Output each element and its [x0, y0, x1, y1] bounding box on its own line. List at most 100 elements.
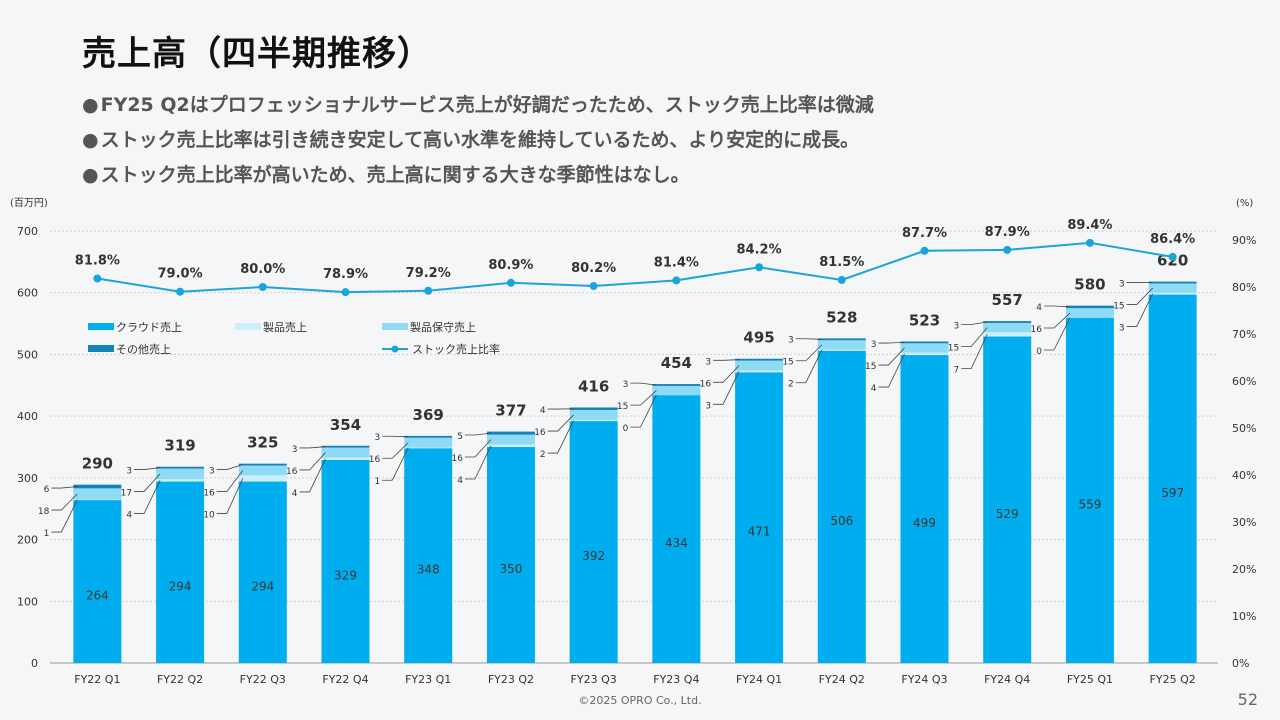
bullet-mark: ●: [82, 164, 99, 186]
data-label-small: 16: [534, 428, 546, 438]
bar-segment-4: [156, 466, 205, 469]
x-tick-label: FY23 Q4: [653, 673, 699, 686]
leader-line: [713, 371, 740, 405]
line-point: [176, 287, 185, 296]
legend-label: その他売上: [116, 343, 171, 356]
leader-line: [216, 478, 244, 514]
legend-swatch: [235, 323, 261, 330]
bar-segment-1: [1148, 294, 1197, 663]
bar-segment-3: [1148, 283, 1197, 293]
leader-line: [134, 473, 161, 492]
bar-segment-4: [238, 463, 287, 466]
data-label-total: 495: [743, 329, 774, 347]
data-label-total: 369: [413, 406, 444, 424]
line-data-label: 80.2%: [571, 261, 616, 276]
y-tick-label-left: 400: [17, 410, 38, 423]
leader-line: [878, 347, 905, 366]
legend-label: 製品売上: [263, 320, 307, 334]
leader-line: [464, 445, 492, 480]
page-title: 売上高（四半期推移）: [82, 34, 432, 74]
bar-segment-2: [983, 332, 1032, 337]
data-label-small: 2: [540, 450, 546, 460]
data-label-small: 1: [44, 529, 50, 539]
data-label-small: 15: [865, 362, 876, 372]
data-label-small: 3: [871, 340, 877, 350]
leader-line: [961, 321, 988, 325]
y-tick-label-left: 100: [17, 595, 38, 608]
data-label-small: 15: [1113, 302, 1124, 312]
y-tick-label-left: 0: [31, 657, 38, 670]
data-label-small: 3: [623, 380, 629, 390]
bar-segment-3: [156, 468, 205, 480]
line-data-label: 81.8%: [75, 254, 120, 269]
data-label-small: 16: [451, 454, 463, 464]
data-label-small: 3: [126, 467, 132, 477]
y-tick-label-left: 200: [17, 534, 38, 547]
bullet-item: ● FY25 Q2はプロフェッショナルサービス売上が好調だったため、ストック売上比…: [82, 90, 874, 125]
line-point: [424, 286, 433, 295]
bar-segment-2: [404, 447, 453, 449]
bullet-list: ● FY25 Q2はプロフェッショナルサービス売上が好調だったため、ストック売上比…: [82, 90, 874, 195]
line-data-label: 87.9%: [985, 225, 1030, 240]
bar-segment-4: [1065, 305, 1114, 309]
data-label-cloud: 294: [251, 579, 274, 593]
bar-segment-1: [1065, 318, 1114, 663]
leader-line: [713, 365, 740, 383]
data-label-total: 354: [330, 416, 361, 434]
data-label-cloud: 434: [665, 536, 688, 550]
data-label-cloud: 471: [748, 525, 771, 539]
line-point: [341, 288, 350, 297]
data-label-small: 3: [292, 445, 298, 455]
data-label-small: 3: [788, 336, 794, 346]
data-label-cloud: 264: [86, 589, 109, 603]
line-point: [93, 274, 102, 283]
leader-line: [547, 420, 575, 454]
data-label-total: 528: [826, 308, 857, 326]
data-label-small: 18: [38, 507, 50, 517]
page-number: 52: [1237, 690, 1258, 709]
line-data-label: 78.9%: [323, 267, 368, 282]
bar-segment-1: [73, 500, 122, 663]
data-label-cloud: 529: [996, 507, 1019, 521]
leader-line: [464, 432, 491, 436]
data-label-small: 10: [203, 511, 215, 521]
y-tick-label-right: 70%: [1232, 328, 1256, 341]
legend-label: 製品保守売上: [410, 320, 476, 334]
y-tick-label-right: 60%: [1232, 375, 1256, 388]
bar-segment-4: [486, 431, 535, 435]
y-tick-label-right: 80%: [1232, 281, 1256, 294]
data-label-small: 3: [1119, 280, 1125, 290]
data-label-cloud: 329: [334, 568, 357, 582]
bullet-text: FY25 Q2はプロフェッショナルサービス売上が好調だったため、ストック売上比率…: [100, 94, 874, 116]
data-label-total: 454: [661, 354, 692, 372]
bar-segment-2: [321, 457, 370, 460]
leader-line: [1126, 287, 1153, 305]
data-label-small: 4: [540, 406, 546, 416]
data-label-small: 0: [623, 424, 629, 434]
data-label-small: 4: [871, 384, 877, 394]
leader-line: [464, 439, 492, 458]
bar-segment-2: [569, 419, 618, 422]
data-label-small: 3: [953, 322, 959, 332]
leader-line: [878, 341, 905, 344]
data-label-total: 416: [578, 378, 609, 396]
bullet-text: ストック売上比率は引き続き安定して高い水準を維持しているため、より安定的に成長。: [100, 129, 860, 151]
data-label-small: 4: [1036, 303, 1042, 313]
bar-segment-3: [900, 343, 949, 353]
bar-segment-1: [156, 481, 205, 663]
bullet-mark: ●: [82, 94, 99, 116]
data-label-total: 523: [909, 311, 940, 329]
bar-segment-3: [569, 409, 618, 420]
line-data-label: 89.4%: [1067, 218, 1112, 233]
data-label-cloud: 294: [169, 579, 192, 593]
data-label-small: 2: [788, 380, 794, 390]
bar-segment-2: [238, 475, 287, 482]
bar-segment-1: [404, 448, 453, 663]
leader-line: [795, 338, 822, 340]
bar-segment-4: [1148, 281, 1197, 284]
leader-line: [961, 334, 988, 369]
leader-line: [382, 442, 409, 459]
legend-swatch: [88, 323, 114, 330]
line-data-label: 80.9%: [488, 258, 533, 273]
bar-segment-3: [73, 488, 122, 500]
